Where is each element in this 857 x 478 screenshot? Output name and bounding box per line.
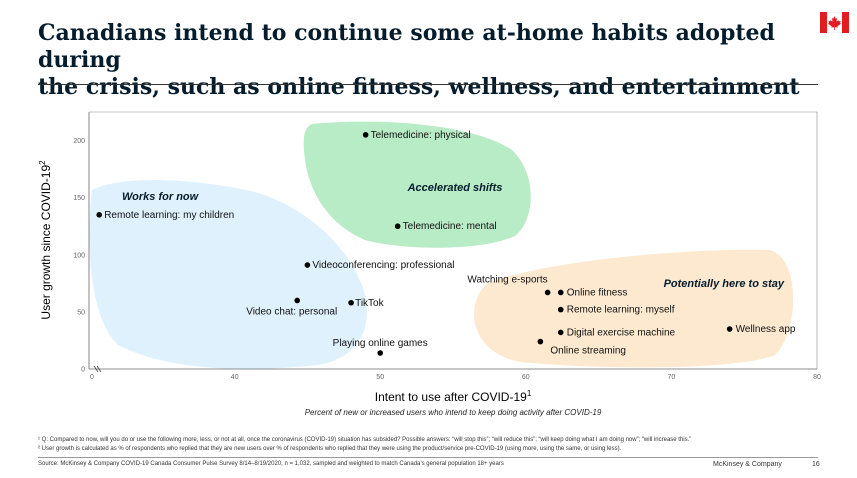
axes-layer: [88, 111, 818, 373]
data-point: [544, 289, 551, 296]
data-point-label: Watching e-sports: [467, 274, 547, 285]
x-axis-label: Intent to use after COVID-191: [375, 389, 532, 404]
footer-divider: [38, 457, 818, 458]
zones-layer: [89, 121, 794, 369]
data-point: [394, 223, 401, 230]
data-point-label: Remote learning: my children: [104, 210, 234, 221]
data-point: [557, 289, 564, 296]
y-tick-label: 200: [73, 138, 85, 145]
zone-labels-layer: Works for now Accelerated shifts Potential…: [122, 182, 785, 290]
data-point-label: TikTok: [355, 298, 385, 309]
canada-flag-icon: [820, 12, 849, 33]
data-point-label: Playing online games: [333, 338, 428, 349]
x-tick-label: 80: [813, 374, 821, 381]
data-point: [294, 297, 301, 304]
x-tick-label: 40: [231, 374, 239, 381]
y-tick-label: 100: [73, 252, 85, 259]
data-point: [726, 326, 733, 332]
title-line-1: Canadians intend to continue some at-hom…: [38, 20, 775, 73]
data-point-label: Video chat: personal: [246, 306, 337, 317]
x-tick-label: 70: [668, 374, 676, 381]
zone-label: Potentially here to stay: [664, 278, 785, 290]
title-line-2: the crisis, such as online fitness, well…: [38, 74, 800, 100]
y-tick-label: 150: [73, 195, 85, 202]
zone-accelerated-shifts: [303, 121, 531, 248]
data-point-label: Digital exercise machine: [567, 327, 676, 338]
data-point: [348, 299, 354, 306]
zone-works-for-now: [89, 180, 368, 369]
x-tick-label: 0: [90, 374, 94, 381]
data-point: [304, 262, 311, 268]
data-point-label: Online fitness: [567, 287, 628, 298]
x-tick-label: 60: [522, 374, 530, 381]
data-point-label: Online streaming: [550, 346, 626, 357]
axis-break-mark: [93, 365, 102, 373]
data-point: [537, 338, 544, 345]
data-point-label: Telemedicine: mental: [403, 221, 497, 232]
data-point: [557, 329, 564, 336]
title-divider: [38, 84, 818, 85]
data-point: [362, 132, 369, 138]
footnote-1: ¹ Q: Compared to now, will you do or use…: [38, 437, 692, 443]
y-tick-label: 0: [81, 367, 85, 374]
brand-name: McKinsey & Company: [713, 461, 782, 468]
data-point: [96, 212, 102, 218]
y-ticks-layer: 0 50 100 150 200: [73, 138, 85, 373]
data-point-label: Wellness app: [736, 324, 796, 335]
zone-label: Works for now: [122, 191, 200, 203]
x-ticks-layer: 0 40 50 60 70 80: [90, 374, 821, 381]
data-point: [557, 306, 564, 313]
data-point-label: Videoconferencing: professional: [312, 260, 454, 271]
page-number: 16: [812, 461, 820, 468]
source-note: Source: McKinsey & Company COVID-19 Cana…: [38, 461, 504, 467]
points-layer: Telemedicine: physical Telemedicine: ment…: [96, 130, 796, 357]
x-tick-label: 50: [376, 374, 384, 381]
x-axis-subtitle: Percent of new or increased users who in…: [305, 408, 602, 417]
y-axis-label: User growth since COVID-192: [38, 160, 53, 320]
y-tick-label: 50: [77, 309, 85, 316]
data-point-label: Telemedicine: physical: [371, 130, 471, 141]
zone-potentially-here-to-stay: [474, 249, 794, 368]
data-point: [377, 350, 384, 356]
data-point-label: Remote learning: myself: [567, 305, 675, 316]
zone-label: Accelerated shifts: [407, 182, 503, 194]
page-title: Canadians intend to continue some at-hom…: [38, 20, 818, 101]
footnote-2: ² User growth is calculated as % of resp…: [38, 446, 622, 452]
